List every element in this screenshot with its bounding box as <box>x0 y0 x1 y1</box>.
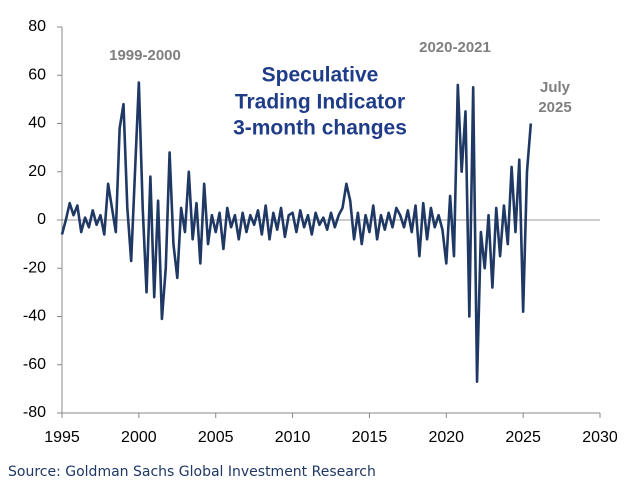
annotation: 2020-2021 <box>419 39 491 56</box>
y-tick-label: -40 <box>23 308 46 325</box>
x-tick-label: 2025 <box>505 429 541 446</box>
x-tick-label: 2015 <box>352 429 388 446</box>
annotation: 1999-2000 <box>109 47 181 64</box>
x-tick-label: 1995 <box>44 429 80 446</box>
x-tick-label: 2010 <box>275 429 311 446</box>
y-tick-label: 80 <box>28 18 46 35</box>
y-tick-label: 60 <box>28 66 46 83</box>
y-tick-label: -20 <box>23 259 46 276</box>
title-line: Speculative <box>262 64 379 87</box>
x-tick-label: 2030 <box>582 429 618 446</box>
source: Source: Goldman Sachs Global Investment … <box>8 464 376 480</box>
y-tick-label: 40 <box>28 115 46 132</box>
title-line: Trading Indicator <box>235 91 405 114</box>
annotation: July <box>540 79 571 96</box>
y-tick-label: -80 <box>23 404 46 421</box>
title-line: 3-month changes <box>233 117 407 140</box>
y-tick-label: -60 <box>23 356 46 373</box>
y-tick-label: 20 <box>28 163 46 180</box>
x-tick-label: 2020 <box>428 429 464 446</box>
x-tick-label: 2005 <box>198 429 234 446</box>
annotation: 2025 <box>538 99 571 116</box>
data-line <box>60 81 533 383</box>
y-tick-label: 0 <box>37 211 46 228</box>
x-tick-label: 2000 <box>121 429 157 446</box>
